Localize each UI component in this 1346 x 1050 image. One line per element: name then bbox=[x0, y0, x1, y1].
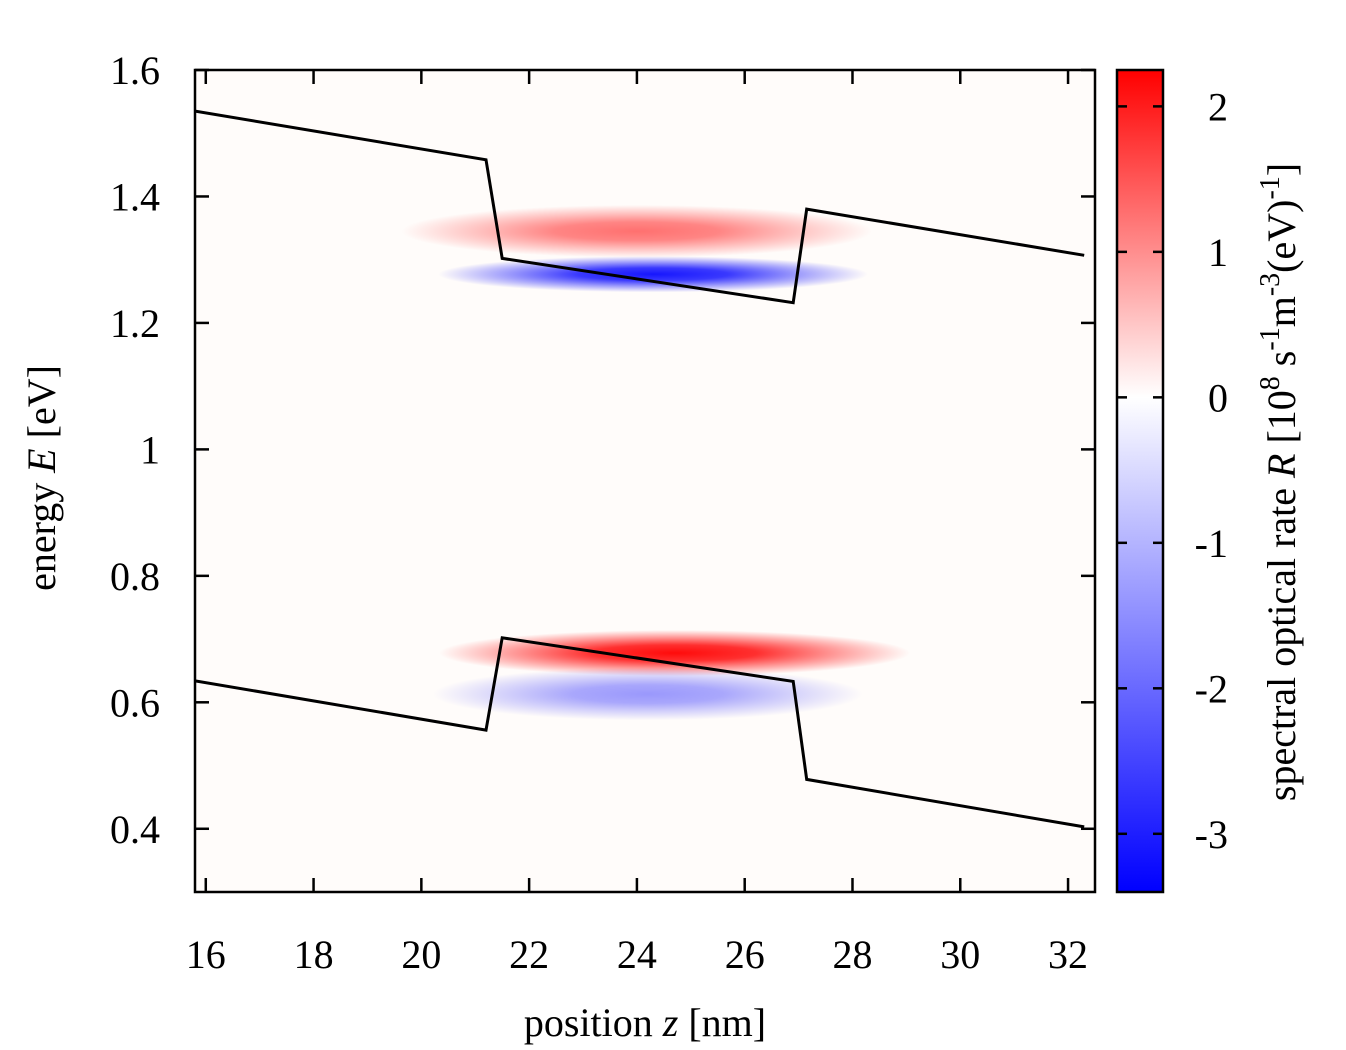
colorbar-tick-label: 0 bbox=[1208, 375, 1228, 420]
colorbar-tick-label: -2 bbox=[1195, 666, 1228, 711]
x-tick-label: 16 bbox=[186, 932, 226, 977]
colorbar-tick-label: -3 bbox=[1195, 812, 1228, 857]
heatmap-blob-negative bbox=[438, 256, 869, 293]
y-tick-label: 1 bbox=[140, 427, 160, 472]
x-tick-label: 26 bbox=[725, 932, 765, 977]
x-tick-label: 18 bbox=[294, 932, 334, 977]
heatmap-background bbox=[195, 70, 1095, 892]
colorbar-axis: -3 -2 -1 0 1 2 bbox=[1117, 84, 1228, 857]
conduction-band-line bbox=[195, 109, 1085, 305]
colorbar bbox=[1115, 68, 1165, 894]
y-tick-label: 1.6 bbox=[110, 48, 160, 93]
heatmap-blob-positive bbox=[439, 629, 911, 677]
y-axis-label: energy E [eV] bbox=[19, 365, 64, 591]
x-tick-label: 22 bbox=[509, 932, 549, 977]
y-tick-label: 1.4 bbox=[110, 174, 160, 219]
y-tick-label: 0.8 bbox=[110, 554, 160, 599]
colorbar-label: spectral optical rate R[108 s-1m-3(eV)-1… bbox=[1255, 163, 1304, 801]
heatmap-blob-negative bbox=[432, 667, 863, 721]
x-tick-label: 24 bbox=[617, 932, 657, 977]
x-axis-label: position z [nm] bbox=[524, 1000, 766, 1045]
colorbar-tick-label: -1 bbox=[1195, 521, 1228, 566]
colorbar-tick-label: 2 bbox=[1208, 84, 1228, 129]
x-tick-label: 30 bbox=[940, 932, 980, 977]
x-axis: 16 18 20 22 24 26 28 30 32 bbox=[186, 70, 1088, 977]
y-axis: 0.4 0.6 0.8 1 1.2 1.4 1.6 bbox=[110, 48, 1095, 852]
y-tick-label: 0.6 bbox=[110, 680, 160, 725]
heatmap-blob-positive bbox=[401, 204, 873, 258]
x-tick-label: 28 bbox=[832, 932, 872, 977]
y-tick-label: 1.2 bbox=[110, 301, 160, 346]
y-tick-label: 0.4 bbox=[110, 807, 160, 852]
colorbar-tick-label: 1 bbox=[1208, 230, 1228, 275]
plot-frame bbox=[193, 68, 1097, 894]
x-tick-label: 32 bbox=[1048, 932, 1088, 977]
x-tick-label: 20 bbox=[401, 932, 441, 977]
valence-band-line bbox=[195, 636, 1085, 829]
